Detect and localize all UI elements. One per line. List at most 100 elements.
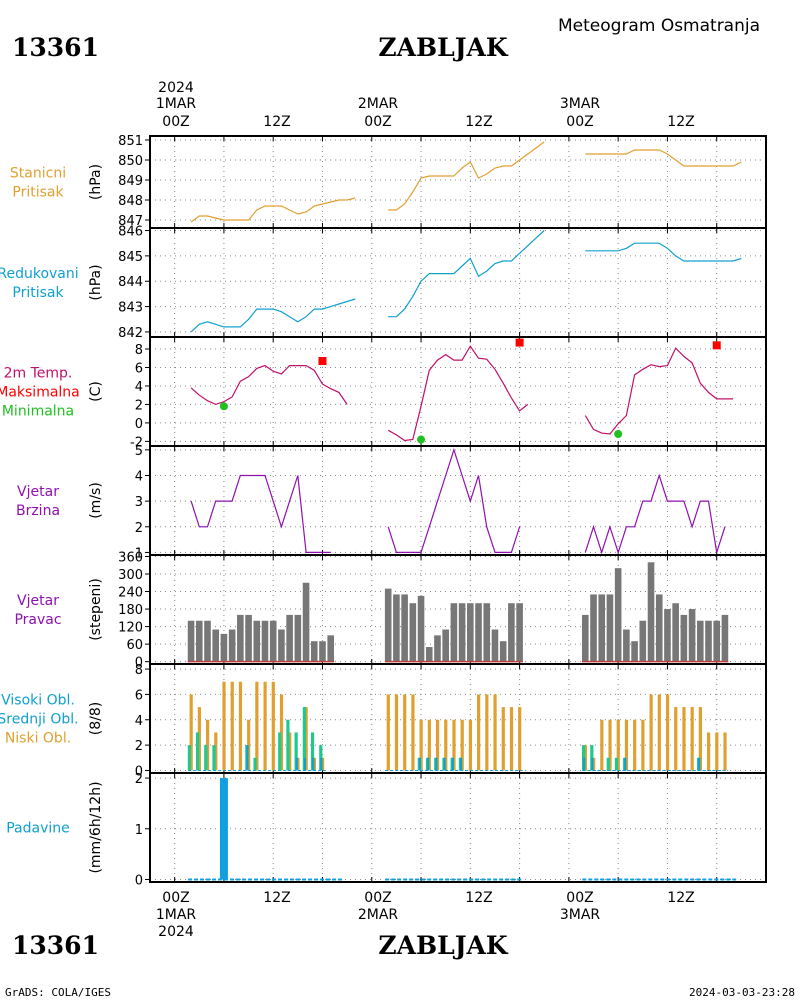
- y-tick-label: 1: [135, 823, 143, 838]
- bottom-axis-hour-3: 00Z: [364, 890, 391, 906]
- wind-direction-bar: [442, 629, 449, 662]
- y-tick-label: -2: [130, 435, 143, 450]
- bottom-axis-day-3: 3MAR: [560, 907, 601, 923]
- cloud-low-bar: [411, 694, 415, 771]
- panel-label: Stanicni: [10, 166, 66, 182]
- station-pressure-line: [388, 141, 545, 211]
- cloud-high-bar: [303, 757, 307, 771]
- cloud-low-bar: [320, 757, 325, 771]
- panel-label: Redukovani: [0, 266, 79, 282]
- wind-direction-bar: [713, 620, 721, 662]
- bottom-axis-hour-4: 12Z: [465, 890, 492, 906]
- y-tick-label: 2: [135, 739, 143, 754]
- station-id-bottom: 13361: [12, 931, 99, 960]
- cloud-high-bar: [320, 757, 323, 771]
- y-tick-label: 0: [135, 764, 143, 779]
- cloud-high-bar: [435, 757, 438, 771]
- tmin-point: [219, 402, 228, 411]
- y-tick-label: 8: [135, 663, 143, 678]
- y-tick-label: 2: [135, 772, 143, 787]
- cloud-low-bar: [197, 707, 201, 771]
- chart-subtitle: Meteogram Osmatranja: [558, 16, 760, 36]
- wind-speed-line: [584, 473, 726, 555]
- wind-direction-bar: [467, 603, 474, 662]
- panel-vjetar_brzina: 1 2 3 4 5 Vjetar Brzina (m/s): [16, 444, 766, 561]
- wind-direction-bar: [631, 641, 638, 662]
- top-axis-hour-3: 00Z: [364, 114, 391, 130]
- wind-direction-bar: [450, 603, 458, 662]
- y-tick-label: 4: [135, 714, 143, 729]
- cloud-mid-bar: [582, 745, 586, 771]
- y-tick-label: 60: [126, 638, 143, 653]
- wind-direction-bar: [393, 594, 400, 662]
- cloud-low-bar: [518, 707, 522, 771]
- panel-label: Pravac: [14, 612, 61, 628]
- wind-direction-bar: [590, 594, 597, 662]
- y-tick-label: 6: [135, 361, 143, 376]
- wind-speed-line: [387, 447, 521, 554]
- tmin-point: [417, 435, 426, 444]
- y-tick-label: 8: [135, 343, 143, 358]
- wind-direction-bar: [655, 594, 663, 662]
- panel-stanicni: 847 848 849 850 851 Stanicni Pritisak (hPa): [10, 134, 766, 229]
- panel-label: Padavine: [6, 821, 70, 837]
- y-tick-label: 849: [118, 174, 143, 189]
- reduced-pressure-line: [190, 298, 356, 333]
- footer-credit: GrADS: COLA/IGES: [5, 986, 111, 999]
- cloud-mid-bar: [195, 732, 200, 771]
- cloud-low-bar: [723, 732, 727, 771]
- top-axis-hour-4: 12Z: [465, 114, 492, 130]
- cloud-mid-bar: [278, 732, 282, 771]
- panel-label: Visoki Obl.: [1, 693, 75, 709]
- cloud-low-bar: [583, 745, 588, 771]
- y-tick-label: 4: [135, 469, 143, 484]
- top-axis-day-3: 3MAR: [560, 96, 601, 112]
- top-axis: 2024 1MAR 2MAR 3MAR 00Z 12Z 00Z 12Z 00Z …: [156, 80, 695, 130]
- cloud-low-bar: [189, 694, 193, 771]
- y-axis-label: (hPa): [88, 264, 104, 300]
- cloud-low-bar: [386, 694, 390, 771]
- cloud-mid-bar: [286, 719, 290, 771]
- bottom-axis: 00Z 12Z 00Z 12Z 00Z 12Z 1MAR 2MAR 3MAR 2…: [156, 890, 695, 940]
- wind-direction-bar: [319, 641, 326, 662]
- cloud-high-bar: [427, 757, 430, 771]
- wind-direction-bar: [294, 614, 302, 662]
- precip-bar: [219, 778, 228, 880]
- cloud-high-bar: [459, 757, 463, 771]
- cloud-low-bar: [247, 719, 251, 771]
- cloud-high-bar: [591, 757, 594, 771]
- y-tick-label: 240: [118, 586, 143, 601]
- cloud-low-bar: [592, 757, 596, 771]
- reduced-pressure-line: [585, 242, 742, 262]
- cloud-mid-bar: [187, 745, 191, 771]
- wind-direction-bar: [269, 620, 277, 662]
- cloud-low-bar: [477, 694, 481, 771]
- panel-label: Brzina: [16, 503, 60, 519]
- cloud-low-bar: [649, 694, 653, 771]
- panel-label: Vjetar: [17, 484, 59, 500]
- cloud-high-bar: [418, 757, 422, 771]
- wind-direction-bar: [721, 614, 729, 662]
- y-tick-label: 360: [118, 550, 143, 565]
- bottom-axis-hour-1: 00Z: [162, 890, 189, 906]
- y-axis-label: (mm/6h/12h): [88, 781, 104, 873]
- station-pressure-line: [190, 197, 356, 223]
- station-id-top: 13361: [12, 33, 99, 62]
- cloud-low-bar: [394, 694, 399, 771]
- cloud-low-bar: [657, 694, 661, 771]
- cloud-low-bar: [698, 707, 702, 771]
- wind-direction-bar: [261, 620, 269, 662]
- cloud-mid-bar: [310, 732, 315, 771]
- cloud-low-bar: [460, 719, 464, 771]
- wind-direction-bar: [688, 609, 696, 662]
- cloud-low-bar: [222, 681, 226, 771]
- bottom-axis-day-2: 2MAR: [358, 907, 399, 923]
- y-tick-label: 0: [135, 656, 143, 671]
- panel-label: Maksimalna: [0, 385, 80, 401]
- footer-timestamp: 2024-03-03-23:28: [689, 986, 795, 999]
- panel-redukovani: 842 843 844 845 846 Redukovani Pritisak (hPa): [0, 225, 766, 341]
- panel-oblaci: 0 2 4 6 8 Visoki Obl. Srednji Obl. Niski Obl. (8…: [0, 663, 766, 779]
- wind-direction-bar: [475, 603, 482, 662]
- cloud-low-bar: [715, 732, 719, 771]
- wind-direction-bar: [705, 620, 712, 662]
